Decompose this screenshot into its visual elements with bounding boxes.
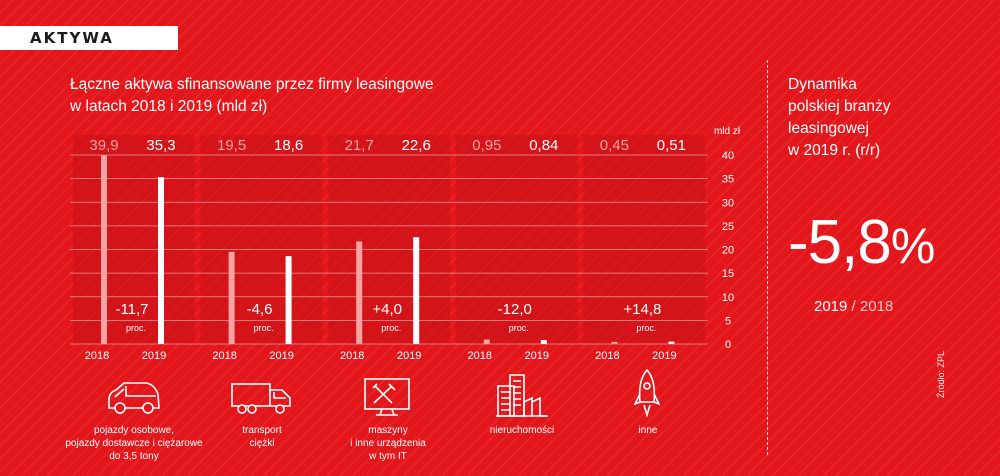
category-label-line: inne	[638, 425, 658, 436]
dynamics-title-line: Dynamika	[788, 76, 857, 93]
x-year-label: 2019	[397, 350, 421, 362]
x-year-label: 2019	[269, 350, 293, 362]
x-year-label: 2018	[212, 350, 236, 362]
dynamics-title-line: w 2019 r. (r/r)	[788, 142, 881, 159]
value-label-2019: 0,84	[529, 137, 558, 154]
category-band	[455, 135, 578, 344]
category-label-line: do 3,5 tony	[109, 451, 159, 462]
dynamics-years: 2019 / 2018	[814, 298, 893, 315]
change-label: +14,8	[623, 301, 661, 318]
change-label: -12,0	[498, 301, 532, 318]
y-tick-label: 5	[725, 315, 731, 327]
chart-title-line-2: w latach 2018 i 2019 (mld zł)	[70, 98, 268, 115]
value-label-2018: 21,7	[345, 137, 374, 154]
change-unit: proc.	[126, 323, 146, 333]
dynamics-number: -5,8	[788, 208, 892, 277]
change-unit: proc.	[254, 323, 274, 333]
bar-2018	[228, 251, 235, 344]
bar-2018	[611, 341, 618, 344]
change-unit: proc.	[636, 323, 656, 333]
y-tick-label: 15	[722, 268, 734, 280]
x-year-label: 2019	[142, 350, 166, 362]
value-label-2018: 19,5	[217, 137, 246, 154]
category-label: transport ciężki	[182, 424, 342, 450]
section-tag: AKTYWA	[0, 26, 178, 50]
chart-title: Łączne aktywa sfinansowane przez firmy l…	[70, 74, 490, 118]
y-tick-label: 10	[722, 292, 734, 304]
bar-2019	[285, 256, 292, 344]
rocket-icon	[634, 368, 660, 418]
category-label: maszyny i inne urządzenia w tym IT	[308, 424, 468, 463]
bar-2018	[101, 155, 107, 344]
y-tick-label: 20	[722, 245, 734, 257]
category-label: nieruchomości	[442, 424, 602, 437]
value-label-2018: 39,9	[89, 137, 118, 154]
category-label-line: i inne urządzenia	[350, 438, 426, 449]
category-label-line: pojazdy dostawcze i ciężarowe	[65, 438, 203, 449]
change-label: +4,0	[372, 301, 402, 318]
y-tick-label: 25	[722, 221, 734, 233]
car-icon	[108, 382, 160, 414]
value-label-2018: 0,45	[600, 137, 629, 154]
bar-2019	[158, 177, 164, 344]
y-tick-label: 0	[725, 339, 731, 351]
category-label-line: w tym IT	[369, 451, 407, 462]
category-label-line: transport	[242, 425, 282, 436]
x-year-label: 2018	[468, 350, 492, 362]
value-label-2019: 22,6	[402, 137, 431, 154]
category-band	[200, 135, 323, 344]
category-label-line: pojazdy osobowe,	[93, 425, 175, 436]
change-label: -11,7	[115, 301, 148, 318]
value-label-2019: 18,6	[274, 137, 303, 154]
x-year-label: 2018	[85, 350, 109, 362]
buildings-icon	[496, 374, 548, 417]
dynamics-title-line: leasingowej	[788, 120, 869, 137]
y-unit-label: mld zł	[714, 126, 741, 137]
category-label-line: maszyny	[368, 425, 408, 436]
category-label: pojazdy osobowe, pojazdy dostawcze i cię…	[54, 424, 214, 463]
value-label-2018: 0,95	[472, 137, 501, 154]
change-unit: proc.	[509, 323, 529, 333]
y-tick-label: 30	[722, 197, 734, 209]
bar-2018	[356, 241, 363, 344]
bar-2018	[483, 339, 490, 344]
year-current: 2019	[814, 298, 848, 315]
bar-2019	[540, 340, 547, 344]
truck-icon	[231, 383, 291, 414]
x-year-label: 2018	[595, 350, 619, 362]
category-band	[73, 135, 195, 344]
category-label: inne	[568, 424, 728, 437]
category-band	[328, 135, 450, 344]
y-tick-label: 40	[722, 150, 734, 162]
x-year-label: 2019	[652, 350, 676, 362]
category-band	[583, 135, 705, 344]
dynamics-title: Dynamika polskiej branży leasingowej w 2…	[788, 74, 968, 162]
change-unit: proc.	[381, 323, 401, 333]
value-label-2019: 35,3	[146, 137, 175, 154]
value-label-2019: 0,51	[657, 137, 686, 154]
x-year-label: 2019	[525, 350, 549, 362]
chart-title-line-1: Łączne aktywa sfinansowane przez firmy l…	[70, 76, 434, 93]
change-label: -4,6	[247, 301, 273, 318]
category-label-line: nieruchomości	[489, 425, 555, 436]
bar-2019	[668, 341, 675, 344]
bar-2019	[413, 237, 420, 344]
tools-monitor-icon	[364, 378, 410, 416]
divider	[767, 60, 768, 455]
dynamics-title-line: polskiej branży	[788, 98, 891, 115]
x-year-label: 2018	[340, 350, 364, 362]
dynamics-unit: %	[890, 218, 935, 274]
source-note: Źródło: ZPL	[936, 350, 946, 398]
dynamics-value: -5,8%	[788, 208, 935, 281]
y-tick-label: 35	[722, 174, 734, 186]
category-label-line: ciężki	[249, 438, 275, 449]
year-previous: 2018	[859, 298, 894, 315]
year-separator: /	[851, 298, 856, 315]
